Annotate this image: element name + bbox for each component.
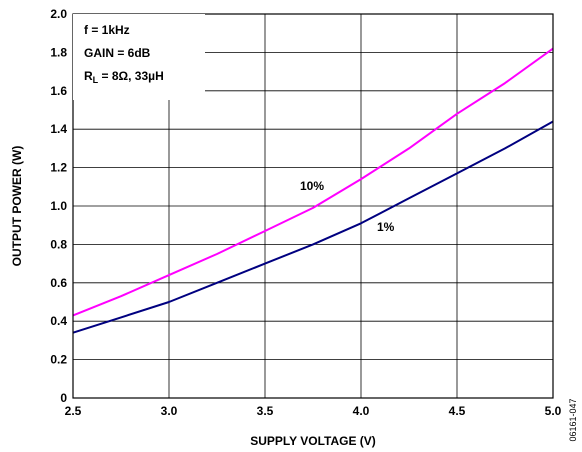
y-tick-label: 0.6 xyxy=(50,276,67,290)
y-tick-label: 0.8 xyxy=(50,237,67,251)
figure-id: 06161-047 xyxy=(568,398,578,441)
series-label-1-percent: 1% xyxy=(377,220,395,234)
x-tick-label: 3.0 xyxy=(161,404,178,418)
series-label-10-percent: 10% xyxy=(300,179,324,193)
y-tick-label: 2.0 xyxy=(50,7,67,21)
condition-load-sub: L xyxy=(93,75,99,85)
y-tick-label: 0.4 xyxy=(50,314,67,328)
x-tick-label: 3.5 xyxy=(257,404,274,418)
y-tick-label: 0 xyxy=(60,391,67,405)
y-tick-labels: 0 0.2 0.4 0.6 0.8 1.0 1.2 1.4 1.6 1.8 2.0 xyxy=(50,7,67,405)
series-layer xyxy=(72,47,554,334)
x-tick-label: 5.0 xyxy=(545,404,562,418)
condition-gain: GAIN = 6dB xyxy=(84,46,151,60)
y-tick-label: 0.2 xyxy=(50,353,67,367)
x-tick-labels: 2.5 3.0 3.5 4.0 4.5 5.0 xyxy=(65,404,562,418)
condition-load-r: R xyxy=(84,69,93,83)
x-tick-label: 4.0 xyxy=(353,404,370,418)
condition-frequency: f = 1kHz xyxy=(84,23,130,37)
condition-load-rest: = 8Ω, 33µH xyxy=(98,69,164,83)
x-tick-label: 4.5 xyxy=(449,404,466,418)
conditions-box xyxy=(73,14,205,100)
y-tick-label: 1.8 xyxy=(50,45,67,59)
y-tick-label: 1.6 xyxy=(50,84,67,98)
y-tick-label: 1.0 xyxy=(50,199,67,213)
y-tick-label: 1.2 xyxy=(50,161,67,175)
x-axis-title: SUPPLY VOLTAGE (V) xyxy=(250,434,376,448)
y-axis-title: OUTPUT POWER (W) xyxy=(10,146,24,267)
y-tick-label: 1.4 xyxy=(50,122,67,136)
x-tick-label: 2.5 xyxy=(65,404,82,418)
plot-frame xyxy=(72,13,554,399)
series-line-1-percent xyxy=(72,120,554,334)
condition-load: RL = 8Ω, 33µH xyxy=(84,69,164,85)
series-line-10-percent xyxy=(72,47,554,317)
